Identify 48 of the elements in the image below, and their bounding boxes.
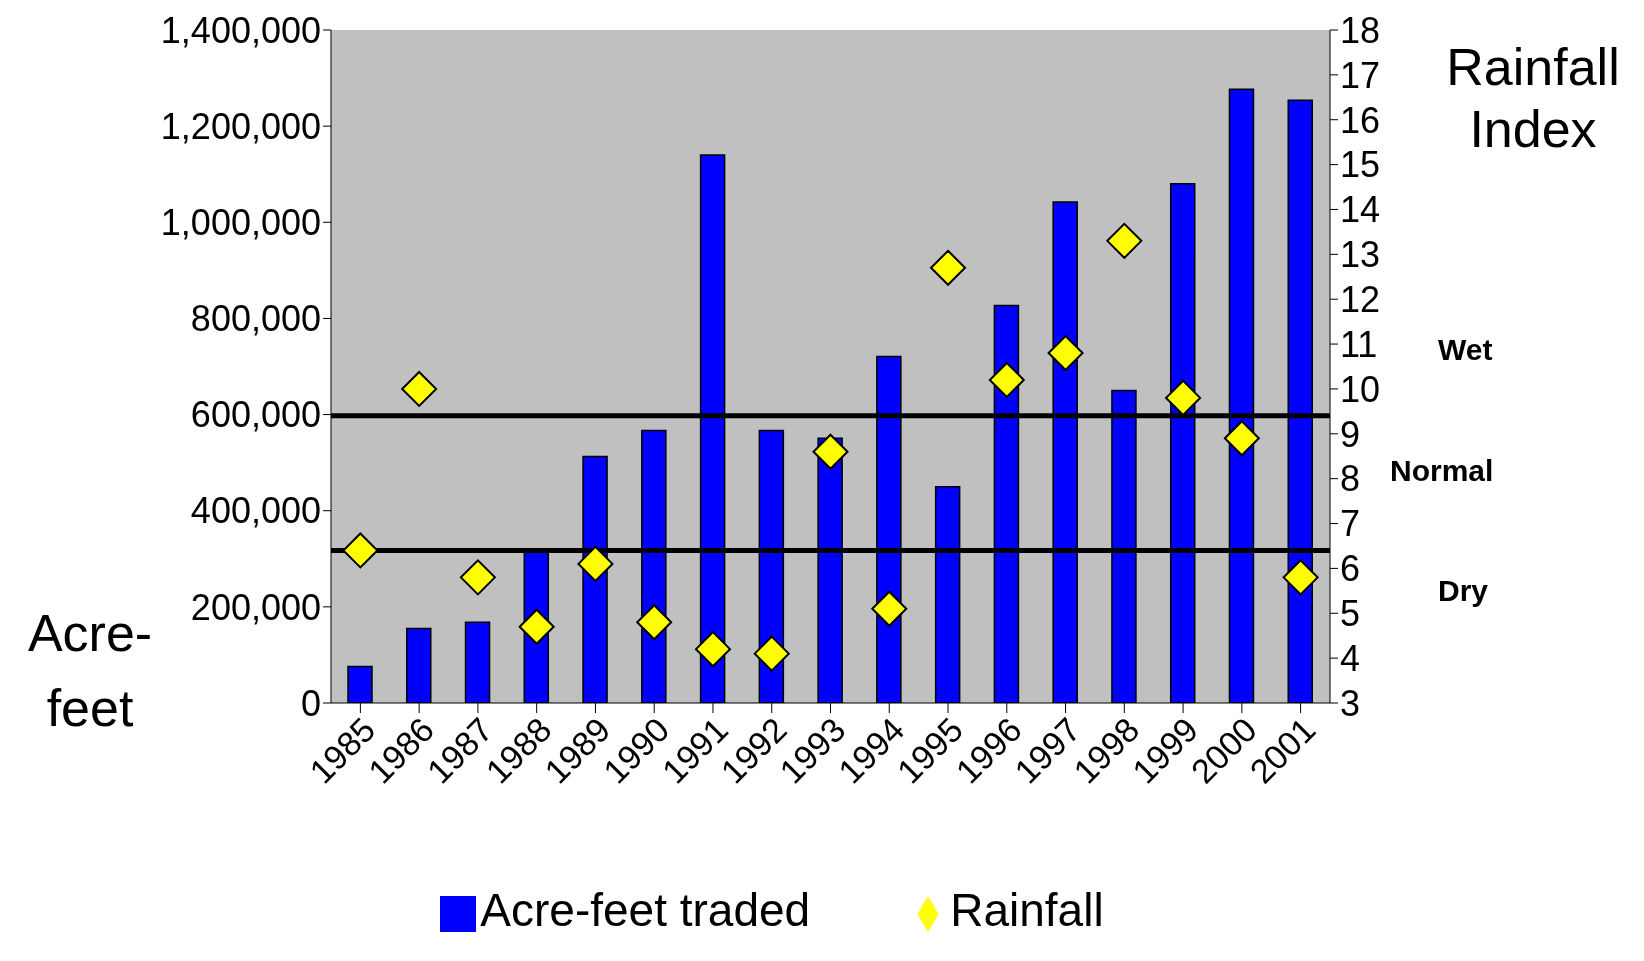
- y2-tick-label: 8: [1340, 458, 1361, 500]
- y-tick-label: 200,000: [190, 586, 321, 628]
- point: [401, 370, 438, 407]
- point: [930, 249, 967, 286]
- y2-tick-label: 16: [1340, 99, 1381, 141]
- y-tick-label: 400,000: [190, 490, 321, 532]
- y2-axis-title: Rainfall Index: [1445, 37, 1621, 161]
- y2-tick-label: 9: [1340, 413, 1361, 455]
- point: [1282, 559, 1319, 596]
- y2-tick-label: 4: [1340, 637, 1361, 679]
- y2-tick-label: 7: [1340, 503, 1361, 545]
- point: [871, 590, 908, 627]
- text: Normal: [1390, 454, 1494, 488]
- y2-tick-label: 11: [1340, 323, 1378, 365]
- point: [342, 532, 379, 569]
- point: [459, 559, 496, 596]
- y2-tick-label: 14: [1340, 189, 1381, 231]
- point: [1165, 379, 1202, 416]
- y-tick-label: 1,200,000: [160, 105, 321, 147]
- point: [1223, 420, 1260, 457]
- point: [577, 545, 614, 582]
- point: [694, 631, 731, 668]
- point: [636, 604, 673, 641]
- point: [1106, 222, 1143, 259]
- y2-tick-label: 13: [1340, 234, 1381, 276]
- y-tick-label: 1,400,000: [160, 9, 321, 51]
- text: Wet: [1438, 333, 1493, 367]
- y2-tick-label: 12: [1340, 278, 1381, 320]
- y2-tick-label: 17: [1340, 54, 1381, 96]
- text: Dry: [1438, 574, 1489, 608]
- legend-label: Acre-feet traded: [480, 884, 811, 936]
- y2-tick-label: 6: [1340, 548, 1361, 590]
- y2-tick-label: 10: [1340, 368, 1381, 410]
- point: [988, 361, 1025, 398]
- y2-tick-label: 15: [1340, 144, 1381, 186]
- legend-label: Rainfall: [950, 884, 1104, 936]
- y-axis-title: Acre-feet: [26, 603, 154, 740]
- y2-tick-label: 18: [1340, 9, 1381, 51]
- y-tick-label: 0: [300, 682, 321, 724]
- y2-tick-label: 3: [1340, 682, 1361, 724]
- point: [1047, 335, 1084, 372]
- y-tick-label: 1,000,000: [160, 202, 321, 244]
- point: [518, 608, 555, 645]
- point: [753, 635, 790, 672]
- y2-tick-label: 5: [1340, 593, 1361, 635]
- point: [812, 433, 849, 470]
- y-tick-label: 800,000: [190, 298, 321, 340]
- y-tick-label: 600,000: [190, 394, 321, 436]
